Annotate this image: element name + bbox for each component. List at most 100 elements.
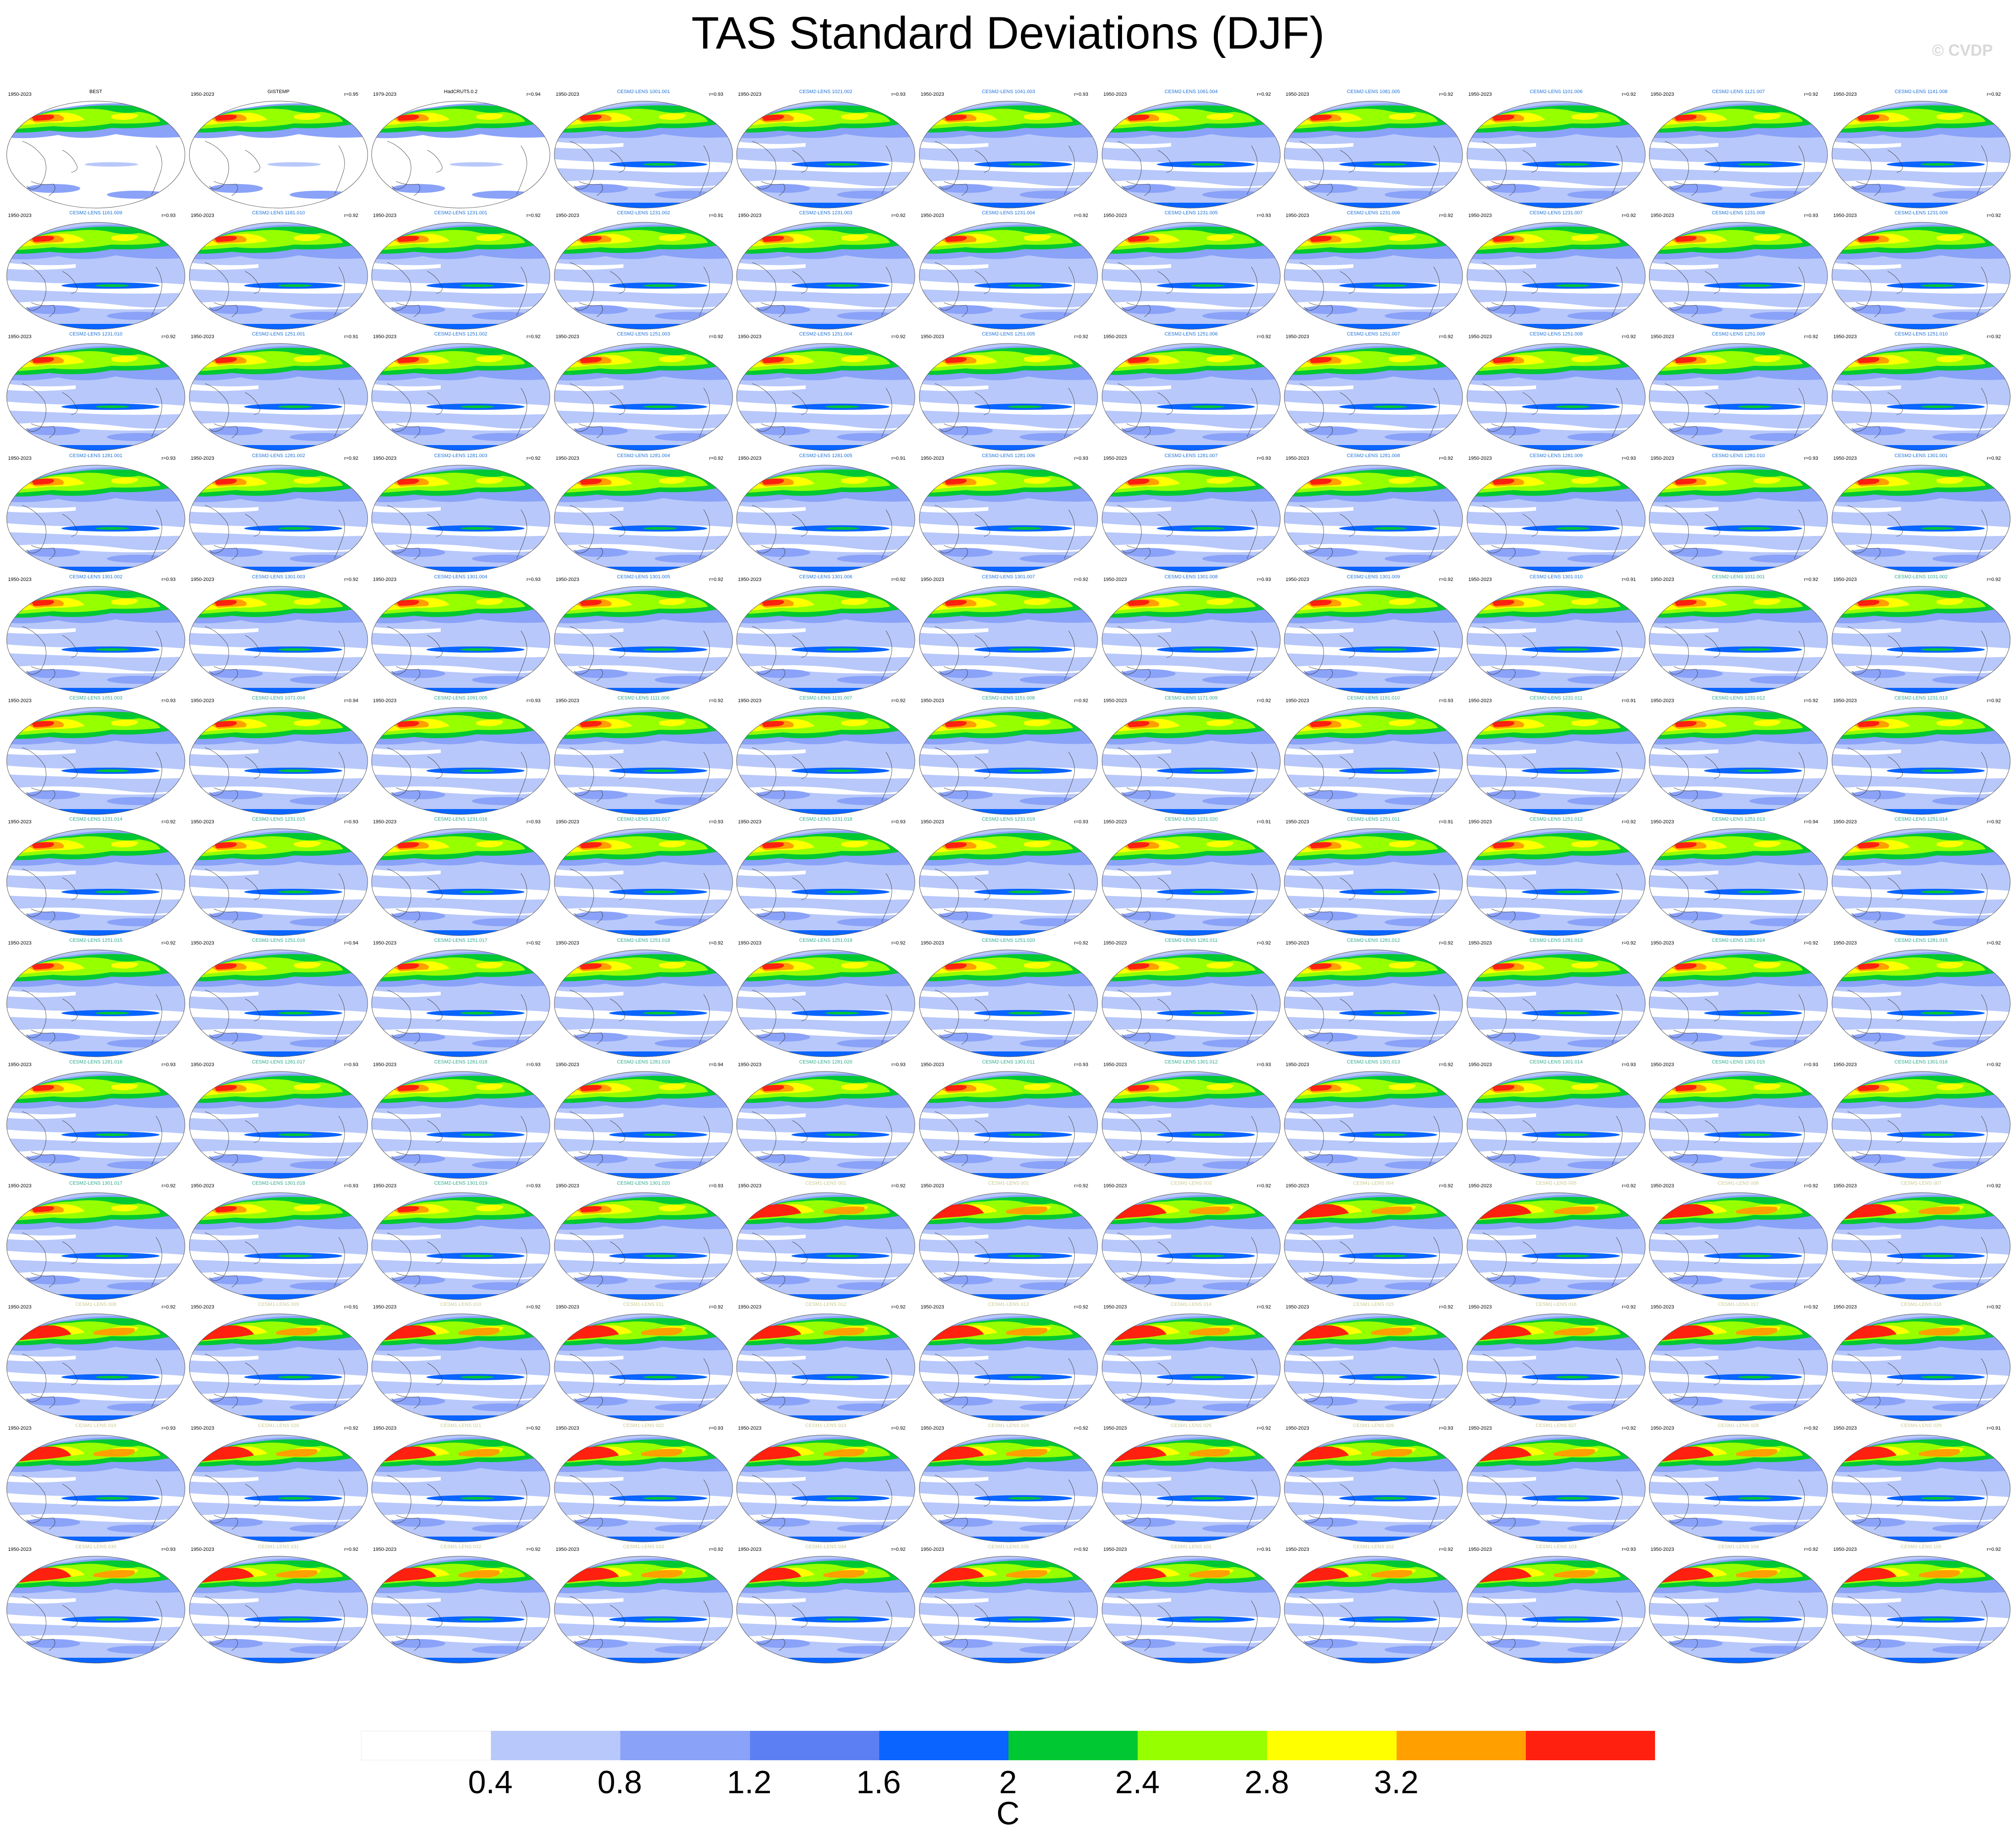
panel-title: CESM1-LENS 020 — [258, 1423, 299, 1428]
map-panel: 1950-2023 CESM2-LENS 1231.004 r=0.92 — [917, 210, 1100, 334]
map-panel: 1950-2023 CESM2-LENS 1281.020 r=0.93 — [734, 1059, 917, 1183]
panel-correlation: r=0.93 — [161, 456, 176, 461]
panel-correlation: r=0.93 — [161, 1062, 176, 1067]
panel-title: CESM2-LENS 1301.006 — [799, 574, 852, 580]
world-map — [1649, 222, 1828, 330]
panel-title: CESM1-LENS 011 — [623, 1302, 664, 1307]
map-panel: 1950-2023 CESM1-LENS 017 r=0.92 — [1647, 1302, 1830, 1425]
map-panel: 1950-2023 CESM2-LENS 1251.009 r=0.92 — [1647, 331, 1830, 455]
map-panel: 1950-2023 CESM2-LENS 1231.019 r=0.93 — [917, 817, 1100, 940]
panel-title: CESM2-LENS 1301.018 — [252, 1181, 305, 1186]
panel-years: 1950-2023 — [1103, 456, 1127, 461]
panel-years: 1950-2023 — [738, 940, 762, 946]
panel-correlation: r=0.93 — [526, 1183, 541, 1189]
panel-correlation: r=0.92 — [1987, 213, 2001, 218]
panel-correlation: r=0.92 — [1804, 1426, 1819, 1431]
world-map — [1284, 1071, 1463, 1179]
world-map — [736, 465, 915, 572]
panel-title: CESM2-LENS 1281.015 — [1894, 938, 1948, 943]
panel-years: 1950-2023 — [738, 213, 762, 218]
map-panel: 1950-2023 CESM2-LENS 1081.005 r=0.92 — [1282, 89, 1465, 213]
panel-title: CESM1-LENS 032 — [440, 1544, 481, 1550]
panel-correlation: r=0.92 — [891, 334, 906, 339]
panel-years: 1950-2023 — [556, 1304, 579, 1310]
panel-title: CESM1-LENS 028 — [1718, 1423, 1759, 1428]
world-map — [1467, 1556, 1646, 1664]
world-map — [736, 949, 915, 1057]
world-map — [919, 1071, 1098, 1179]
panel-years: 1950-2023 — [921, 1547, 944, 1552]
panel-correlation: r=0.92 — [1439, 577, 1454, 582]
world-map — [554, 707, 733, 815]
map-panel: 1950-2023 CESM2-LENS 1281.011 r=0.92 — [1100, 938, 1283, 1061]
panel-years: 1950-2023 — [738, 1426, 762, 1431]
panel-title: CESM1-LENS 010 — [440, 1302, 481, 1307]
panel-title: CESM2-LENS 1301.014 — [1529, 1059, 1583, 1065]
panel-correlation: r=0.92 — [1257, 1426, 1271, 1431]
panel-years: 1950-2023 — [1651, 456, 1674, 461]
map-panel: 1950-2023 CESM2-LENS 1301.017 r=0.92 — [4, 1181, 187, 1304]
credit-watermark: © CVDP — [1932, 41, 1993, 59]
panel-title: CESM1-LENS 025 — [1171, 1423, 1212, 1428]
panel-correlation: r=0.92 — [1804, 577, 1819, 582]
world-map — [6, 586, 185, 694]
world-map — [919, 1435, 1098, 1542]
panel-title: CESM1-LENS 024 — [988, 1423, 1029, 1428]
panel-years: 1950-2023 — [1833, 1183, 1857, 1189]
panel-title: CESM2-LENS 1231.011 — [1529, 695, 1583, 701]
panel-years: 1950-2023 — [8, 940, 32, 946]
map-panel: 1950-2023 CESM2-LENS 1251.016 r=0.94 — [187, 938, 370, 1061]
world-map — [1102, 949, 1281, 1057]
panel-title: CESM2-LENS 1141.008 — [1894, 89, 1948, 94]
panel-title: CESM2-LENS 1301.015 — [1712, 1059, 1765, 1065]
panel-years: 1950-2023 — [738, 1062, 762, 1067]
panel-title: CESM2-LENS 1301.019 — [434, 1181, 488, 1186]
map-panel: 1950-2023 CESM1-LENS 011 r=0.92 — [552, 1302, 735, 1425]
panel-correlation: r=0.93 — [1074, 456, 1089, 461]
world-map — [1832, 222, 2011, 330]
panel-years: 1950-2023 — [921, 1304, 944, 1310]
map-panel: 1950-2023 CESM2-LENS 1281.018 r=0.93 — [369, 1059, 552, 1183]
world-map — [554, 465, 733, 572]
panel-correlation: r=0.93 — [161, 698, 176, 703]
world-map — [6, 949, 185, 1057]
panel-title: CESM2-LENS 1251.017 — [434, 938, 488, 943]
map-panel: 1950-2023 CESM2-LENS 1111.006 r=0.92 — [552, 695, 735, 819]
panel-correlation: r=0.92 — [1439, 213, 1454, 218]
world-map — [1102, 1435, 1281, 1542]
panel-years: 1950-2023 — [191, 1183, 214, 1189]
panel-title: CESM1-LENS 015 — [1353, 1302, 1394, 1307]
panel-years: 1950-2023 — [556, 334, 579, 339]
panel-title: CESM2-LENS 1251.006 — [1164, 331, 1218, 337]
panel-title: CESM2-LENS 1081.005 — [1347, 89, 1400, 94]
panel-years: 1950-2023 — [1286, 334, 1309, 339]
panel-title: CESM2-LENS 1251.004 — [799, 331, 852, 337]
map-panel: 1950-2023 CESM1-LENS 026 r=0.93 — [1282, 1423, 1465, 1546]
panel-years: 1950-2023 — [1286, 698, 1309, 703]
map-panel: 1950-2023 CESM2-LENS 1141.008 r=0.92 — [1830, 89, 2012, 213]
map-panel: 1950-2023 CESM2-LENS 1101.006 r=0.92 — [1465, 89, 1647, 213]
map-panel: 1950-2023 CESM2-LENS 1251.008 r=0.92 — [1465, 331, 1647, 455]
panel-correlation: r=0.93 — [1622, 1547, 1636, 1552]
world-map — [6, 1071, 185, 1179]
world-map — [1102, 1313, 1281, 1421]
map-panel: 1950-2023 CESM2-LENS 1231.010 r=0.92 — [4, 331, 187, 455]
panel-title: CESM2-LENS 1251.009 — [1712, 331, 1765, 337]
world-map — [1467, 1313, 1646, 1421]
map-panel: 1950-2023 CESM1-LENS 022 r=0.93 — [552, 1423, 735, 1546]
panel-years: 1950-2023 — [8, 334, 32, 339]
map-panel: 1950-2023 CESM2-LENS 1251.013 r=0.94 — [1647, 817, 1830, 940]
world-map — [371, 1192, 550, 1300]
colorbar-tick-label: 2 — [999, 1765, 1017, 1800]
world-map — [1467, 1435, 1646, 1542]
panel-years: 1950-2023 — [1651, 819, 1674, 825]
panel-title: CESM2-LENS 1131.007 — [799, 695, 852, 701]
panel-title: CESM2-LENS 1301.004 — [434, 574, 488, 580]
map-panel: 1950-2023 BEST — [4, 89, 187, 213]
panel-years: 1950-2023 — [1103, 1426, 1127, 1431]
panel-correlation: r=0.92 — [1439, 1304, 1454, 1310]
panel-years: 1950-2023 — [921, 698, 944, 703]
panel-years: 1950-2023 — [1103, 92, 1127, 97]
world-map — [1102, 222, 1281, 330]
world-map — [919, 1556, 1098, 1664]
